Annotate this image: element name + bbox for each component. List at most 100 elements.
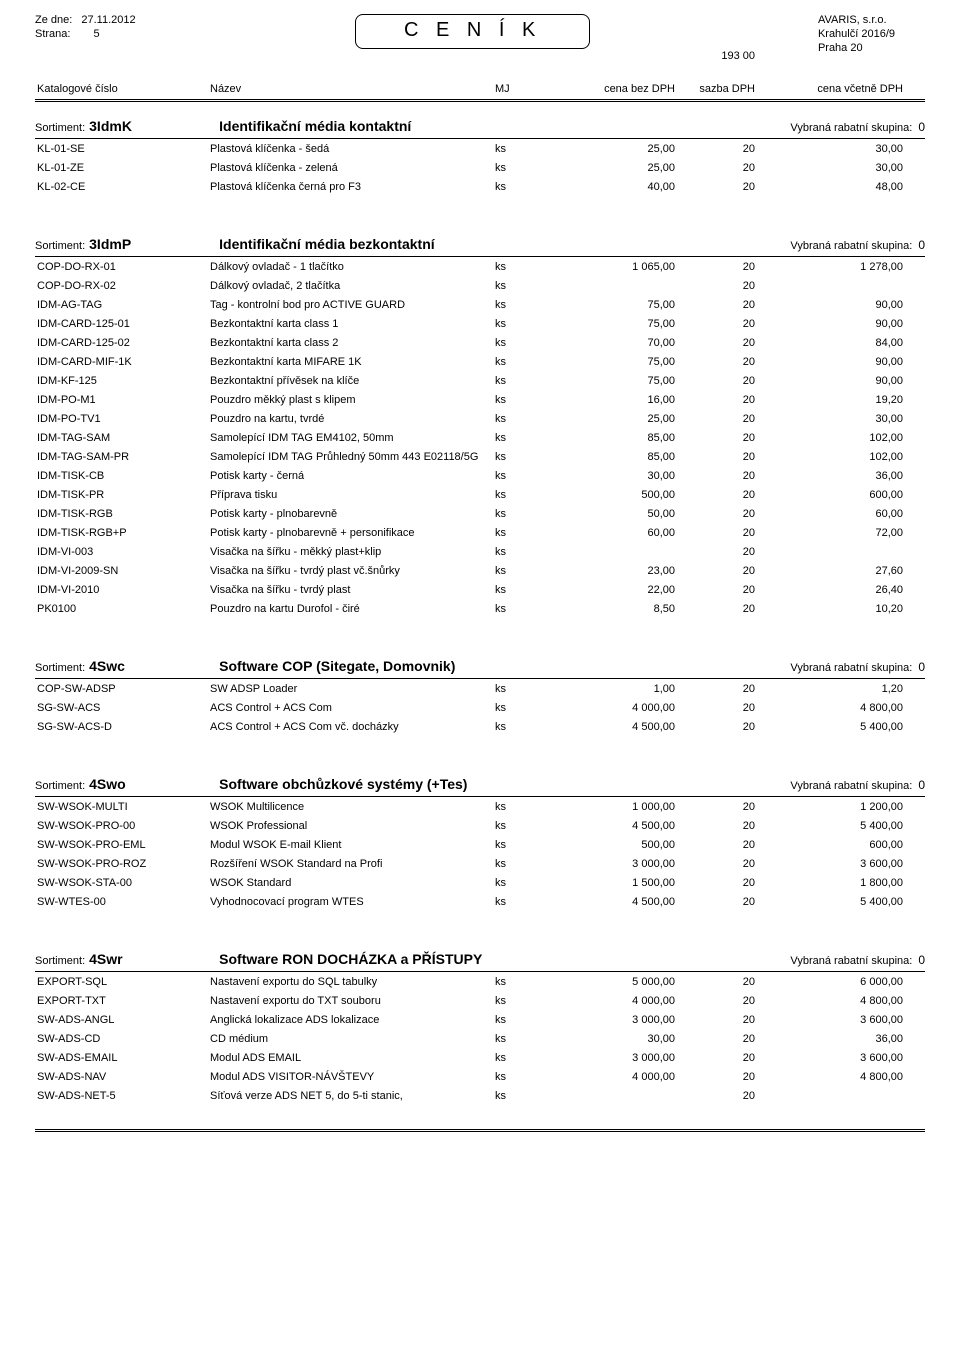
sortiment-title: Software COP (Sitegate, Domovnik) [219,658,790,674]
cell-code: PK0100 [35,603,210,615]
cell-price-ex: 8,50 [555,603,675,615]
cell-mj: ks [495,375,555,387]
cell-price-ex: 1 000,00 [555,801,675,813]
sortiment-code: 4Swc [89,658,219,674]
cell-mj: ks [495,432,555,444]
page-header: Ze dne: 27.11.2012 Strana: 5 C E N Í K A… [35,14,925,69]
cell-price-inc: 1 278,00 [755,261,905,273]
cell-vat: 20 [675,702,755,714]
cell-mj: ks [495,877,555,889]
cell-price-inc: 1 800,00 [755,877,905,889]
cell-code: SW-ADS-ANGL [35,1014,210,1026]
cell-mj: ks [495,413,555,425]
cell-code: IDM-TISK-RGB+P [35,527,210,539]
cell-vat: 20 [675,508,755,520]
cell-vat: 20 [675,337,755,349]
cell-name: Anglická lokalizace ADS lokalizace [210,1014,495,1026]
cell-price-ex: 25,00 [555,413,675,425]
cell-price-ex: 75,00 [555,375,675,387]
cell-mj: ks [495,801,555,813]
cell-vat: 20 [675,280,755,292]
cell-vat: 20 [675,162,755,174]
cell-price-ex: 75,00 [555,356,675,368]
section: Sortiment:4SwcSoftware COP (Sitegate, Do… [35,642,925,736]
cell-name: Potisk karty - plnobarevně [210,508,495,520]
cell-price-inc: 3 600,00 [755,858,905,870]
cell-vat: 20 [675,995,755,1007]
sortiment-group-label: Vybraná rabatní skupina: [790,122,912,134]
cell-price-ex: 4 000,00 [555,1071,675,1083]
cell-mj: ks [495,683,555,695]
table-row: EXPORT-TXTNastavení exportu do TXT soubo… [35,991,925,1010]
table-row: SW-WSOK-STA-00WSOK Standardks1 500,00201… [35,873,925,892]
table-row: SW-WSOK-PRO-EMLModul WSOK E-mail Klientk… [35,835,925,854]
cell-name: Nastavení exportu do SQL tabulky [210,976,495,988]
cell-mj: ks [495,546,555,558]
table-row: SW-WSOK-PRO-00WSOK Professionalks4 500,0… [35,816,925,835]
table-row: SW-ADS-CDCD médiumks30,002036,00 [35,1029,925,1048]
cell-price-ex: 3 000,00 [555,858,675,870]
cell-code: EXPORT-TXT [35,995,210,1007]
cell-name: Dálkový ovladač - 1 tlačítko [210,261,495,273]
cell-price-ex: 85,00 [555,451,675,463]
cell-price-inc: 19,20 [755,394,905,406]
sortiment-header: Sortiment:4SwrSoftware RON DOCHÁZKA a PŘ… [35,935,925,972]
cell-name: Pouzdro na kartu Durofol - čiré [210,603,495,615]
cell-code: IDM-TISK-RGB [35,508,210,520]
cell-name: ACS Control + ACS Com vč. docházky [210,721,495,733]
cell-vat: 20 [675,801,755,813]
cell-price-ex: 60,00 [555,527,675,539]
cell-code: IDM-VI-2010 [35,584,210,596]
cell-mj: ks [495,839,555,851]
cell-mj: ks [495,451,555,463]
col-header-name: Název [210,83,495,95]
cell-price-ex: 1,00 [555,683,675,695]
table-row: SW-ADS-ANGLAnglická lokalizace ADS lokal… [35,1010,925,1029]
footer-rule [35,1129,925,1132]
column-headers: Katalogové číslo Název MJ cena bez DPH s… [35,77,925,102]
cell-name: Visačka na šířku - měkký plast+klip [210,546,495,558]
cell-mj: ks [495,1014,555,1026]
cell-price-inc: 5 400,00 [755,721,905,733]
cell-price-inc: 10,20 [755,603,905,615]
cell-vat: 20 [675,877,755,889]
cell-name: Pouzdro měkký plast s klipem [210,394,495,406]
cell-price-inc: 30,00 [755,143,905,155]
table-row: IDM-TAG-SAMSamolepící IDM TAG EM4102, 50… [35,428,925,447]
sortiment-group-label: Vybraná rabatní skupina: [790,955,912,967]
col-header-mj: MJ [495,83,555,95]
cell-name: Plastová klíčenka - zelená [210,162,495,174]
sortiment-code: 4Swr [89,951,219,967]
section: Sortiment:4SwrSoftware RON DOCHÁZKA a PŘ… [35,935,925,1105]
cell-name: Rozšíření WSOK Standard na Profi [210,858,495,870]
table-row: SW-ADS-NET-5Síťová verze ADS NET 5, do 5… [35,1086,925,1105]
cell-code: SG-SW-ACS [35,702,210,714]
cell-mj: ks [495,1052,555,1064]
table-row: SW-ADS-NAVModul ADS VISITOR-NÁVŠTEVYks4 … [35,1067,925,1086]
sortiment-group-value: 0 [918,120,925,134]
cell-vat: 20 [675,1033,755,1045]
cell-price-ex: 40,00 [555,181,675,193]
cell-code: SW-ADS-EMAIL [35,1052,210,1064]
sortiment-title: Software RON DOCHÁZKA a PŘÍSTUPY [219,951,790,967]
cell-code: IDM-AG-TAG [35,299,210,311]
cell-name: Bezkontaktní přívěsek na klíče [210,375,495,387]
cell-code: SG-SW-ACS-D [35,721,210,733]
cell-name: Plastová klíčenka černá pro F3 [210,181,495,193]
sortiment-header: Sortiment:3IdmKIdentifikační média konta… [35,102,925,139]
cell-mj: ks [495,143,555,155]
cell-vat: 20 [675,1052,755,1064]
cell-code: SW-WSOK-MULTI [35,801,210,813]
cell-vat: 20 [675,181,755,193]
cell-price-inc: 30,00 [755,413,905,425]
cell-price-inc: 26,40 [755,584,905,596]
sortiment-title: Software obchůzkové systémy (+Tes) [219,776,790,792]
cell-vat: 20 [675,565,755,577]
sortiment-group-value: 0 [918,778,925,792]
table-row: IDM-PO-M1Pouzdro měkký plast s klipemks1… [35,390,925,409]
cell-mj: ks [495,1090,555,1102]
table-row: SG-SW-ACSACS Control + ACS Comks4 000,00… [35,698,925,717]
table-row: COP-SW-ADSPSW ADSP Loaderks1,00201,20 [35,679,925,698]
col-header-price-ex: cena bez DPH [555,83,675,95]
cell-code: COP-DO-RX-02 [35,280,210,292]
